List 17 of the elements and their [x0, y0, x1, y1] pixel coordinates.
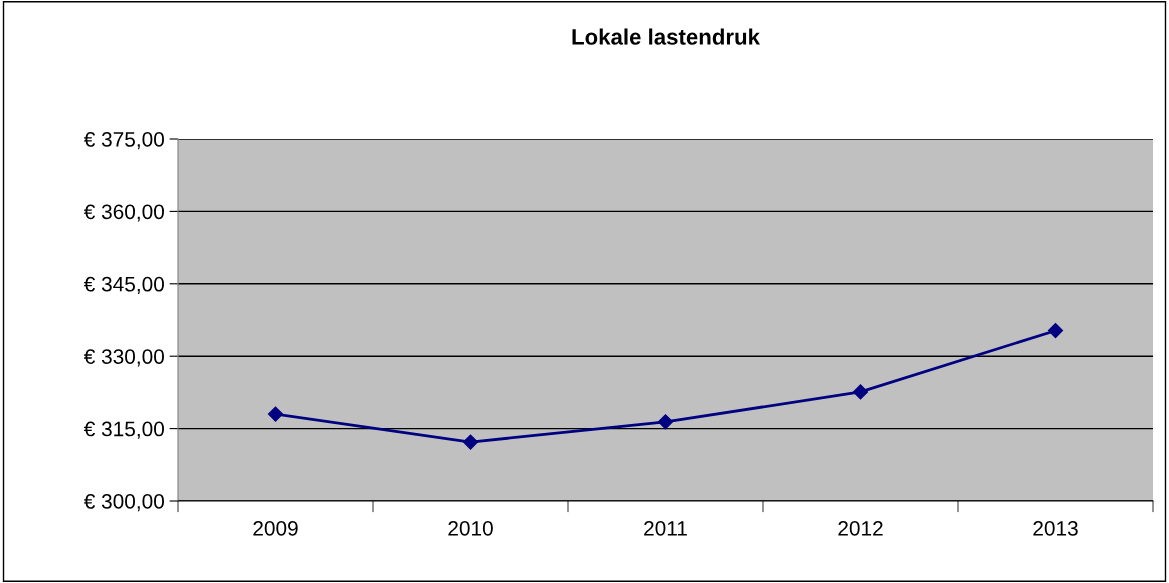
point: [852, 384, 869, 400]
y-tick-label: € 315,00: [83, 421, 164, 439]
y-tick-label: € 360,00: [83, 204, 164, 222]
chart-title: Lokale lastendruk: [572, 28, 761, 45]
y-tick-label: € 345,00: [83, 276, 164, 295]
x-tick-label: 2009: [253, 520, 298, 536]
y-tick-label: € 300,00: [83, 494, 164, 512]
x-tick-label: 2013: [1033, 520, 1078, 536]
y-tick-label: € 330,00: [83, 349, 164, 367]
point: [1047, 323, 1064, 339]
y-tick-label: € 375,00: [83, 132, 164, 150]
x-tick-label: 2012: [838, 520, 883, 536]
point: [267, 406, 284, 422]
point: [462, 434, 479, 450]
x-tick-label: 2011: [644, 520, 687, 536]
point: [657, 414, 674, 430]
x-tick-label: 2010: [448, 520, 493, 536]
